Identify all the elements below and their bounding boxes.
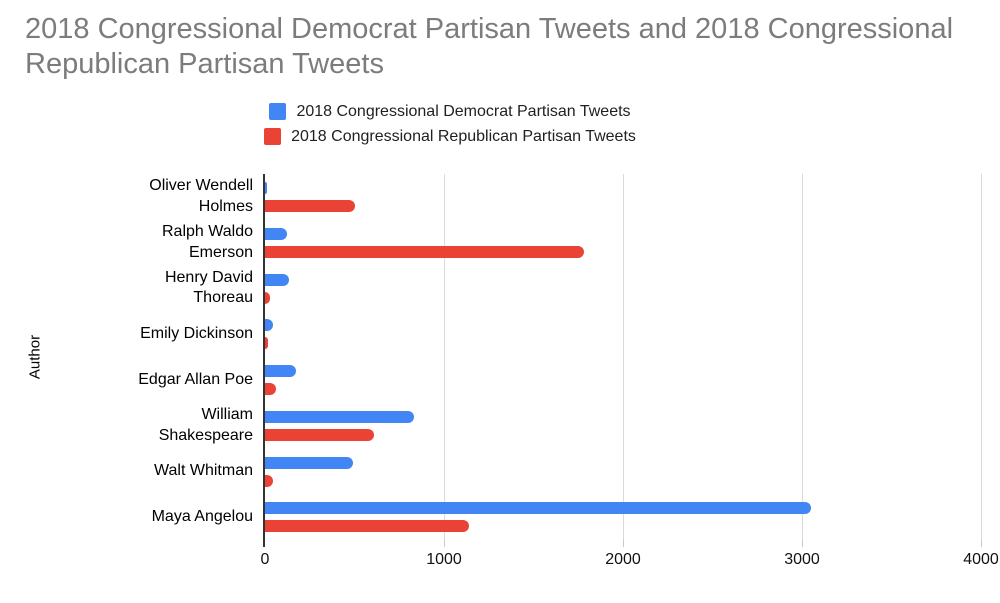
y-axis-line <box>263 174 265 547</box>
x-gridline <box>443 174 445 540</box>
category-label: Edgar Allan Poe <box>138 370 253 388</box>
category-label: Oliver Wendell Holmes <box>149 177 253 215</box>
x-tick-mark <box>622 540 624 547</box>
x-axis-tick-label: 3000 <box>784 551 820 568</box>
category-label: Maya Angelou <box>151 507 253 525</box>
x-tick-mark <box>443 540 445 547</box>
legend-item-democrat: 2018 Congressional Democrat Partisan Twe… <box>269 99 631 124</box>
democrat-bar <box>265 502 811 515</box>
democrat-bar <box>265 273 290 286</box>
legend-label-republican: 2018 Congressional Republican Partisan T… <box>291 127 636 145</box>
democrat-bar <box>265 227 288 240</box>
category-label: Emily Dickinson <box>140 324 253 342</box>
y-axis-title: Author <box>26 334 44 380</box>
democrat-bar <box>265 365 297 377</box>
republican-bar <box>265 383 276 395</box>
x-axis-tick-label: 2000 <box>605 551 641 568</box>
x-tick-mark <box>980 540 982 547</box>
x-gridline <box>622 174 624 540</box>
category-label: William Shakespeare <box>158 406 253 444</box>
democrat-bar <box>265 410 414 423</box>
democrat-bar <box>265 456 353 469</box>
chart-title: 2018 Congressional Democrat Partisan Twe… <box>25 13 954 80</box>
category-label: Henry David Thoreau <box>164 268 253 307</box>
category-label: Walt Whitman <box>154 462 253 480</box>
x-gridline <box>980 174 982 540</box>
democrat-bar <box>265 182 267 194</box>
republican-bar <box>265 200 355 212</box>
legend-label-democrat: 2018 Congressional Democrat Partisan Twe… <box>296 102 631 120</box>
category-label: Ralph Waldo Emerson <box>161 223 253 261</box>
republican-bar <box>265 245 584 258</box>
democrat-series-swatch-icon <box>269 103 287 120</box>
x-axis-tick-label: 0 <box>260 551 270 568</box>
republican-series-swatch-icon <box>264 128 282 145</box>
democrat-bar <box>265 319 274 332</box>
republican-bar <box>265 291 271 304</box>
legend-item-republican: 2018 Congressional Republican Partisan T… <box>264 124 636 149</box>
republican-bar <box>265 520 470 533</box>
republican-bar <box>265 337 268 350</box>
x-axis-tick-label: 1000 <box>426 551 462 568</box>
republican-bar <box>265 428 375 441</box>
x-axis-tick-label: 4000 <box>963 551 999 568</box>
x-tick-mark <box>801 540 803 547</box>
x-gridline <box>801 174 803 540</box>
republican-bar <box>265 474 274 487</box>
legend: 2018 Congressional Democrat Partisan Twe… <box>0 99 900 149</box>
